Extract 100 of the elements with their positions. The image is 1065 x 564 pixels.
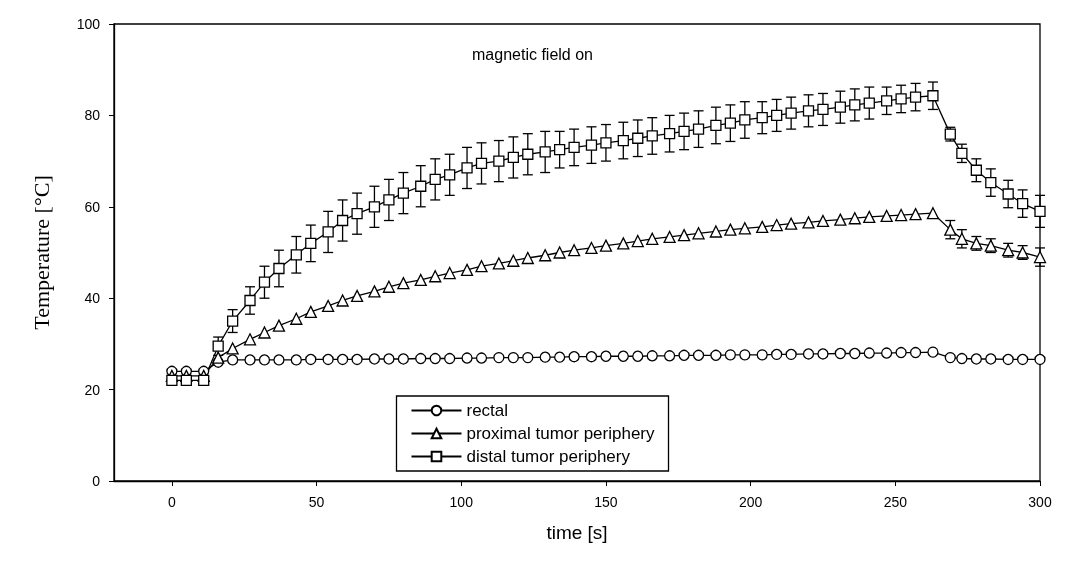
point — [539, 351, 551, 363]
point — [895, 93, 907, 105]
point — [724, 117, 737, 129]
point — [756, 220, 769, 234]
point — [956, 147, 968, 159]
point — [180, 374, 192, 387]
y-tick-label: 80 — [84, 107, 101, 124]
point — [258, 276, 271, 288]
point — [585, 241, 598, 255]
point — [985, 353, 997, 365]
point — [834, 213, 847, 226]
point — [710, 119, 722, 132]
point — [429, 270, 442, 283]
point — [646, 130, 658, 142]
legend-label: distal tumor periphery — [466, 447, 631, 466]
point — [724, 349, 737, 361]
point — [351, 208, 363, 220]
point — [880, 209, 893, 223]
point — [909, 207, 922, 221]
point — [724, 223, 737, 236]
point — [198, 374, 210, 387]
point — [226, 342, 239, 355]
point — [770, 218, 783, 232]
point — [507, 254, 520, 267]
point — [817, 103, 829, 116]
point — [663, 230, 676, 244]
x-tick-label: 150 — [594, 494, 618, 510]
point — [926, 207, 940, 220]
point — [351, 353, 363, 366]
point — [272, 319, 286, 332]
point — [368, 201, 381, 213]
point — [1034, 205, 1046, 218]
annotation: magnetic field on — [472, 45, 593, 63]
point — [382, 280, 396, 293]
point — [336, 294, 349, 307]
point — [834, 101, 846, 113]
point — [539, 249, 552, 262]
point — [507, 151, 519, 164]
point — [848, 212, 861, 225]
point — [397, 187, 410, 199]
point — [414, 273, 427, 287]
legend-label: proximal tumor periphery — [466, 424, 656, 443]
point — [600, 350, 612, 362]
x-tick-label: 250 — [883, 494, 908, 510]
point — [785, 348, 797, 361]
point — [475, 157, 488, 170]
point — [522, 148, 534, 160]
point — [927, 346, 939, 358]
point — [909, 346, 922, 359]
point — [692, 227, 705, 240]
point — [258, 326, 271, 339]
point — [553, 144, 566, 156]
point — [944, 351, 956, 364]
point — [970, 353, 982, 365]
point — [944, 223, 957, 236]
point — [522, 351, 534, 364]
point — [273, 262, 285, 275]
point — [443, 266, 456, 280]
point — [677, 228, 691, 242]
point — [692, 349, 705, 361]
point — [321, 299, 335, 313]
point — [444, 352, 456, 365]
point — [646, 350, 658, 362]
point — [710, 349, 722, 361]
point — [895, 346, 907, 359]
point — [461, 162, 473, 174]
point — [305, 353, 317, 366]
point — [816, 214, 830, 228]
point — [756, 349, 768, 361]
point — [834, 347, 846, 360]
x-tick-label: 50 — [308, 494, 325, 510]
point — [985, 176, 997, 189]
x-tick-label: 300 — [1028, 494, 1052, 510]
point — [1016, 197, 1029, 210]
point — [415, 352, 427, 365]
point — [756, 112, 768, 124]
x-tick-label: 0 — [167, 494, 176, 510]
y-tick-label: 20 — [84, 381, 101, 398]
point — [475, 352, 488, 364]
point — [849, 347, 861, 360]
point — [802, 105, 815, 117]
point — [567, 244, 581, 257]
point — [771, 348, 783, 361]
point — [290, 249, 302, 261]
point — [956, 352, 968, 365]
point — [617, 350, 629, 362]
point — [368, 353, 381, 365]
point — [785, 107, 797, 119]
point — [226, 315, 239, 327]
point — [771, 109, 783, 122]
point — [617, 134, 629, 147]
point — [243, 333, 257, 346]
point — [244, 294, 256, 307]
point — [646, 232, 659, 245]
point — [894, 208, 908, 222]
point — [521, 251, 534, 265]
point — [383, 353, 395, 365]
y-tick-label: 0 — [92, 473, 101, 489]
point — [444, 169, 456, 181]
point — [1017, 353, 1029, 366]
